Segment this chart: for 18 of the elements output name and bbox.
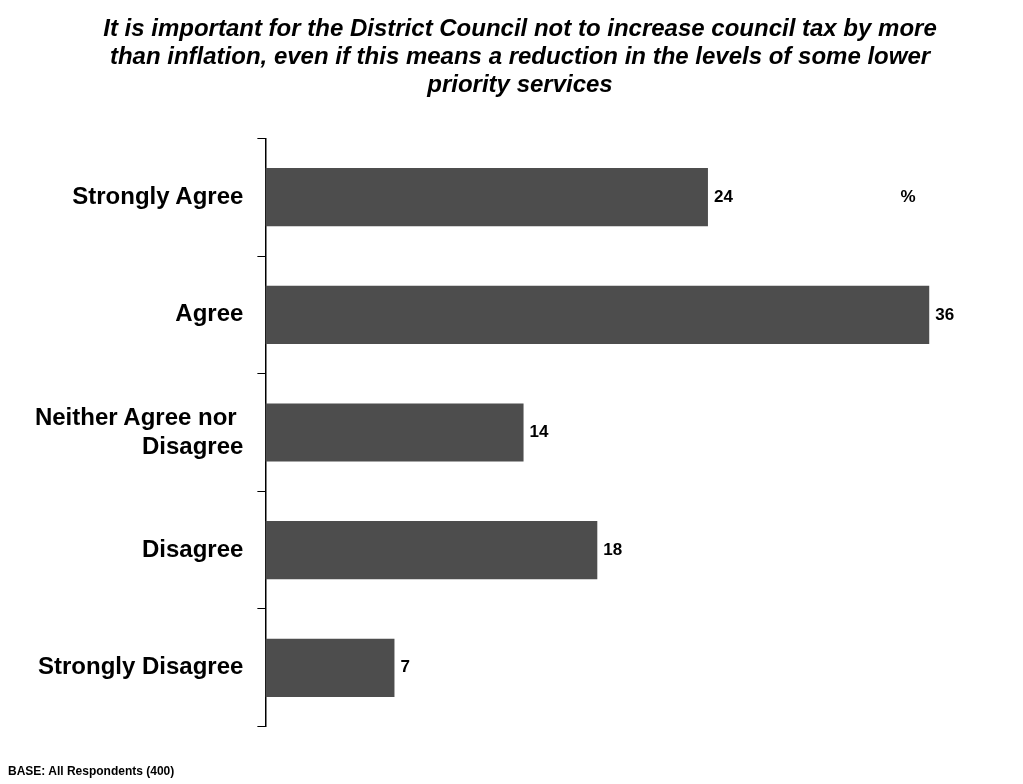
bar [265,403,524,462]
data-label: 24 [713,186,734,206]
y-tick-label: Strongly Agree [72,181,244,209]
y-tick-label: Disagree [141,534,244,562]
data-label: 36 [935,304,955,324]
text: BASE: All Respondents (400) [8,764,175,778]
annotation: % [900,186,916,206]
data-label: 14 [529,422,549,442]
y-tick-label: Agree [175,299,244,327]
bar [265,638,395,697]
chart-title: It is important for the District Council not to increase council tax by more than inflation, even if this means a reduction in the levels of some lower priority services [102,14,938,98]
data-label: 7 [400,657,410,677]
bar [265,521,598,580]
y-tick-label: Strongly Disagree [37,652,244,680]
bar [265,168,708,227]
data-label: 18 [603,539,623,559]
y-tick-label: Neither Agree nor Disagree [34,402,244,459]
bar [265,285,930,344]
